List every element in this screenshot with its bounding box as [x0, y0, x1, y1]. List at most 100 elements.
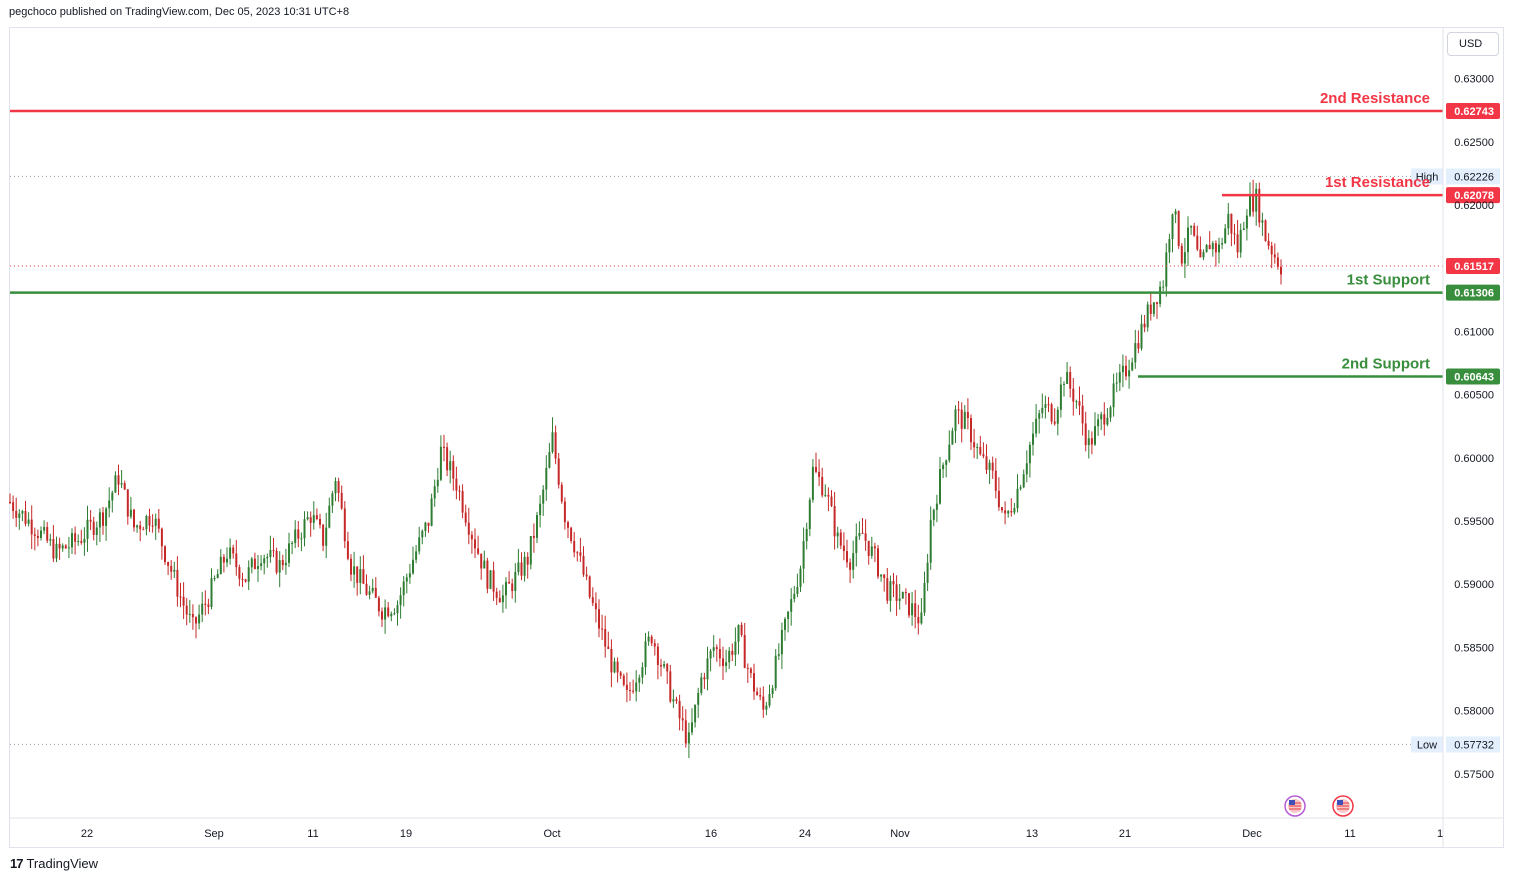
candle-body	[446, 447, 449, 471]
candle-body	[1199, 249, 1202, 258]
candle-body	[284, 562, 287, 566]
candle-body	[570, 527, 573, 541]
candle-body	[1196, 235, 1199, 250]
us-flag-event-icon[interactable]	[1284, 795, 1306, 817]
candle-body	[718, 649, 721, 659]
candle-body	[836, 532, 839, 537]
candle-body	[83, 538, 86, 543]
candle-body	[160, 528, 163, 547]
candle-body	[966, 412, 969, 419]
candle-body	[1140, 323, 1143, 349]
candle-body	[669, 671, 672, 702]
candle-body	[756, 691, 759, 696]
candle-body	[1183, 252, 1186, 264]
candle-body	[319, 519, 321, 525]
candle-body	[1202, 252, 1205, 258]
currency-selector-button[interactable]: USD	[1447, 32, 1499, 56]
x-tick-label: Sep	[204, 828, 224, 840]
candle-body	[1112, 383, 1115, 408]
candle-body	[970, 418, 972, 443]
candle-body	[154, 518, 157, 526]
candle-body	[18, 513, 21, 518]
y-tick-label: 0.60500	[1454, 390, 1494, 402]
candle-body	[1230, 213, 1233, 234]
level-price-box	[1446, 103, 1500, 120]
candle-body	[368, 591, 371, 595]
candle-body	[430, 498, 433, 526]
candle-body	[371, 587, 374, 592]
x-tick-label: 1	[1437, 828, 1443, 840]
candle-body	[697, 692, 700, 705]
candle-body	[774, 655, 777, 689]
candle-body	[1174, 211, 1177, 215]
candle-body	[991, 462, 994, 471]
candle-body	[985, 456, 988, 470]
y-tick-label: 0.61000	[1454, 326, 1494, 338]
candle-body	[1137, 343, 1140, 349]
candle-body	[796, 586, 799, 594]
y-tick-label: 0.63000	[1454, 74, 1494, 86]
candle-body	[1066, 372, 1069, 384]
candle-body	[532, 536, 535, 538]
candle-body	[278, 560, 281, 573]
candle-body	[842, 545, 845, 552]
candle-body	[281, 560, 284, 566]
candle-body	[883, 574, 886, 579]
candle-body	[706, 658, 709, 680]
candle-body	[694, 704, 697, 723]
candle-body	[232, 547, 235, 554]
candle-body	[71, 533, 73, 548]
candle-body	[303, 519, 306, 539]
candle-body	[675, 699, 678, 701]
candle-body	[1143, 323, 1146, 328]
candle-body	[353, 566, 356, 575]
candle-body	[1087, 438, 1090, 446]
candle-body	[942, 464, 945, 470]
candle-body	[1249, 194, 1251, 216]
us-flag-event-icon[interactable]	[1332, 795, 1354, 817]
candle-body	[405, 577, 408, 582]
candle-body	[399, 595, 402, 606]
candle-body	[737, 624, 740, 642]
candle-body	[709, 650, 712, 659]
candle-body	[824, 494, 827, 496]
candle-body	[892, 581, 895, 585]
footer-branding[interactable]: 17 TradingView	[10, 856, 98, 871]
marker-name-high: High	[1416, 171, 1439, 183]
candle-body	[291, 543, 294, 545]
candle-body	[294, 529, 297, 544]
candle-body	[235, 553, 238, 568]
candle-body	[811, 466, 814, 500]
candle-body	[1236, 234, 1239, 253]
candle-body	[483, 560, 486, 569]
candle-body	[1035, 418, 1038, 434]
candle-body	[793, 593, 796, 600]
candle-body	[830, 496, 833, 507]
candle-body	[1028, 444, 1031, 464]
candle-body	[725, 662, 728, 666]
candle-body	[331, 493, 334, 506]
candle-body	[1128, 370, 1131, 377]
candle-body	[846, 551, 848, 563]
candle-body	[253, 558, 256, 569]
level-price-box	[1446, 187, 1500, 204]
candle-body	[123, 483, 126, 490]
level-price-label: 0.61306	[1454, 288, 1494, 300]
candle-body	[858, 532, 861, 537]
candle-body	[1072, 388, 1075, 402]
candle-body	[424, 522, 427, 531]
candle-body	[864, 533, 867, 541]
candle-body	[176, 569, 179, 597]
y-tick-label: 0.62500	[1454, 137, 1494, 149]
candle-body	[808, 499, 811, 529]
candle-body	[749, 668, 752, 674]
candle-body	[1100, 414, 1103, 420]
candle-body	[784, 618, 786, 630]
candle-body	[427, 522, 430, 526]
x-tick-label: 11	[1344, 828, 1355, 840]
candle-body	[818, 471, 821, 477]
candle-body	[1121, 365, 1124, 373]
candle-body	[880, 574, 883, 577]
candle-body	[288, 543, 290, 563]
